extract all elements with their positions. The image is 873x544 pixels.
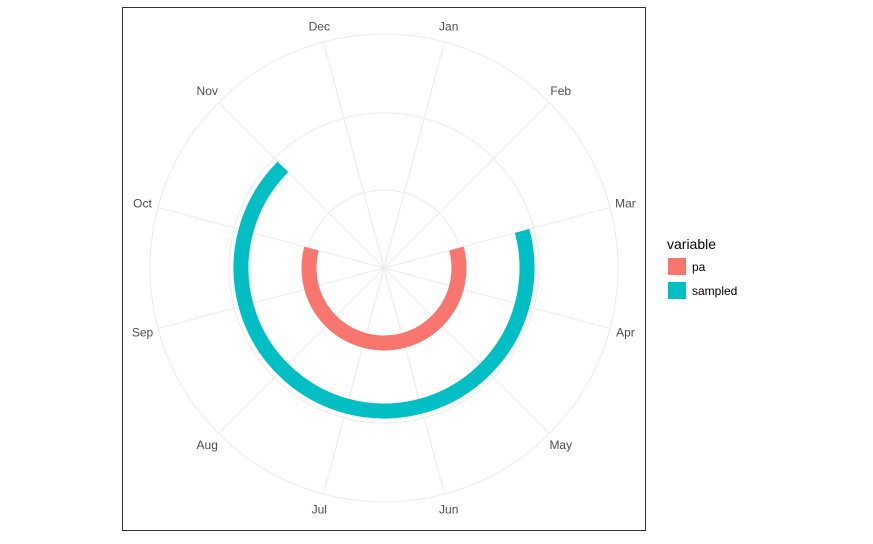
legend-title: variable bbox=[667, 236, 716, 252]
grid-spoke bbox=[383, 267, 446, 495]
grid-circle bbox=[149, 33, 619, 503]
month-label-aug: Aug bbox=[197, 438, 218, 452]
legend-swatch-sampled bbox=[668, 282, 686, 299]
month-label-jun: Jun bbox=[439, 502, 458, 516]
month-label-oct: Oct bbox=[133, 196, 152, 210]
month-label-mar: Mar bbox=[615, 196, 636, 210]
grid-spoke bbox=[218, 102, 385, 269]
month-label-sep: Sep bbox=[132, 326, 154, 340]
month-label-apr: Apr bbox=[616, 326, 635, 340]
grid-spoke bbox=[322, 267, 385, 495]
legend-label-pa: pa bbox=[692, 260, 706, 274]
legend-label-sampled: sampled bbox=[692, 284, 737, 298]
grid-spoke bbox=[383, 206, 611, 269]
month-label-dec: Dec bbox=[309, 20, 330, 34]
month-label-jul: Jul bbox=[312, 502, 327, 516]
grid-spoke bbox=[383, 41, 446, 269]
grid-spoke bbox=[157, 206, 385, 269]
month-label-jan: Jan bbox=[439, 20, 458, 34]
month-labels: Jan Feb Mar Apr May Jun Jul Aug Sep Oct Nov Dec bbox=[132, 20, 636, 517]
month-label-nov: Nov bbox=[197, 84, 218, 98]
arc-sampled bbox=[233, 161, 535, 419]
legend-item-pa: pa bbox=[668, 258, 706, 275]
grid-spoke bbox=[157, 267, 385, 330]
arc-pa bbox=[301, 246, 467, 351]
grid-spoke bbox=[383, 267, 550, 434]
grid-spoke bbox=[383, 267, 611, 330]
grid-circle bbox=[228, 112, 540, 424]
month-label-feb: Feb bbox=[550, 84, 571, 98]
legend: variable pa sampled bbox=[667, 236, 737, 299]
grid-spoke bbox=[218, 267, 385, 434]
month-label-may: May bbox=[549, 438, 572, 452]
grid-spoke bbox=[322, 41, 385, 269]
legend-swatch-pa bbox=[668, 258, 686, 275]
grid-spoke bbox=[383, 102, 550, 269]
grid-layer bbox=[149, 33, 619, 503]
series-layer bbox=[233, 161, 535, 419]
legend-item-sampled: sampled bbox=[668, 282, 737, 299]
